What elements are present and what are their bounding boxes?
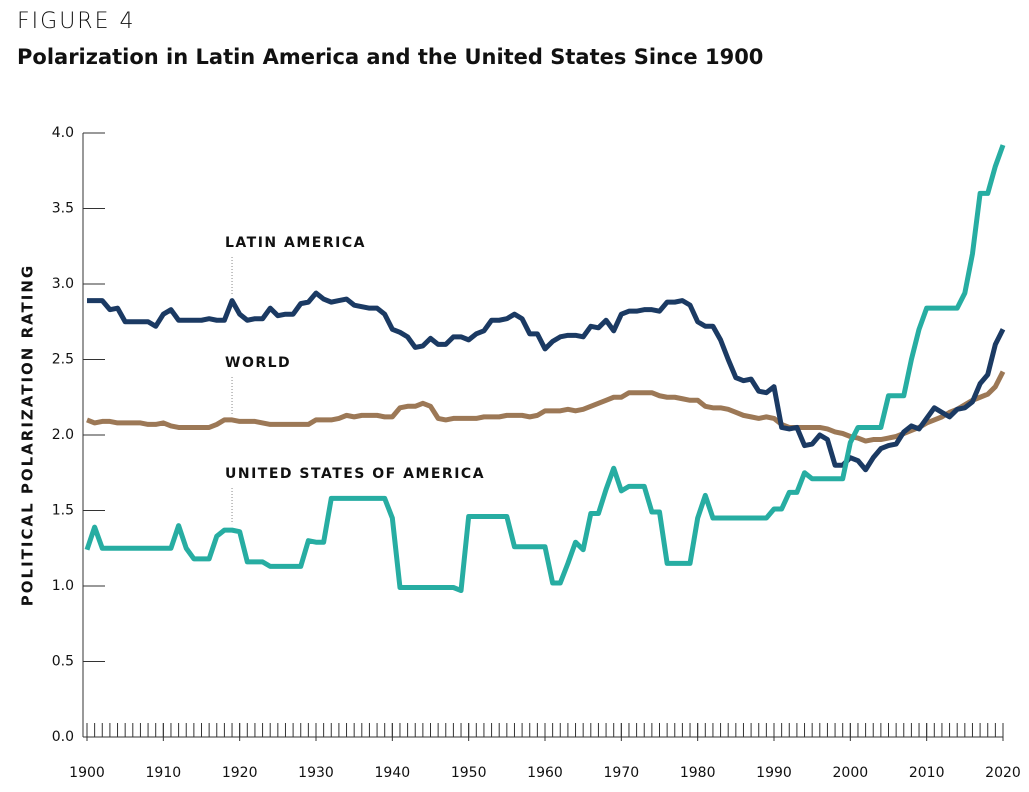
y-tick-label: 2.5: [52, 352, 74, 368]
x-tick-label: 2000: [833, 765, 869, 781]
x-tick-label: 1960: [527, 765, 563, 781]
x-tick-label: 1990: [756, 765, 792, 781]
x-tick-label: 1980: [680, 765, 716, 781]
x-tick-label: 2010: [909, 765, 945, 781]
x-tick-label: 1950: [451, 765, 487, 781]
x-tick-label: 1970: [604, 765, 640, 781]
y-axis-label: POLITICAL POLARIZATION RATING: [19, 264, 37, 606]
y-tick-label: 0.5: [52, 654, 74, 670]
x-tick-label: 2020: [985, 765, 1021, 781]
figure-label: FIGURE 4: [17, 9, 135, 34]
x-tick-label: 1900: [69, 765, 105, 781]
x-tick-label: 1940: [375, 765, 411, 781]
y-tick-label: 4.0: [52, 125, 74, 141]
y-tick-label: 2.0: [52, 427, 74, 443]
y-tick-label: 1.0: [52, 578, 74, 594]
series-line: [87, 290, 1006, 473]
y-tick-label: 1.5: [52, 503, 74, 519]
x-tick-label: 1920: [222, 765, 258, 781]
x-tick-label: 1930: [298, 765, 334, 781]
series-line: [86, 370, 1006, 444]
y-tick-label: 3.5: [52, 201, 74, 217]
annotation: WORLD: [225, 355, 291, 371]
y-tick-label: 0.0: [52, 729, 74, 745]
x-tick-label: 1910: [146, 765, 182, 781]
annotation: UNITED STATES OF AMERICA: [225, 466, 485, 482]
series-line: [84, 144, 1006, 594]
chart-title: Polarization in Latin America and the Un…: [17, 45, 763, 69]
y-tick-label: 3.0: [52, 276, 74, 292]
annotation: LATIN AMERICA: [225, 235, 366, 251]
